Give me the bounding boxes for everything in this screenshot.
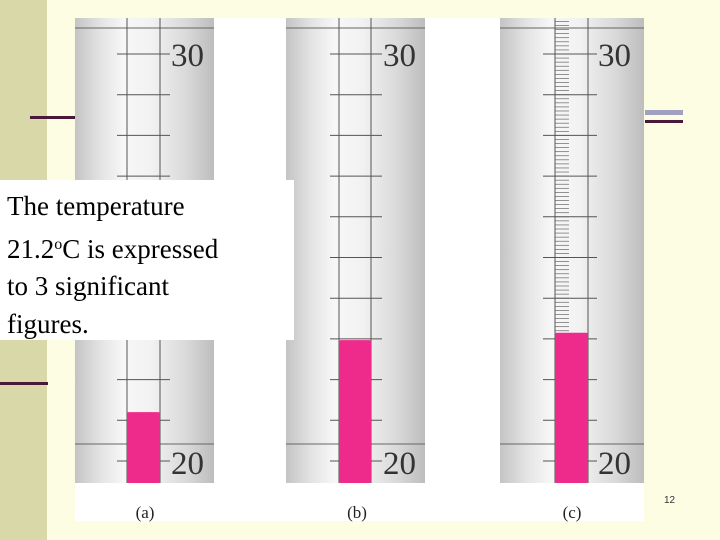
caption-c: (c) bbox=[562, 503, 582, 522]
slide-number: 12 bbox=[664, 495, 676, 506]
thermometer-b-label-20: 20 bbox=[383, 446, 416, 482]
thermometer-b-label-30: 30 bbox=[383, 38, 416, 74]
thermometer-c-liquid bbox=[555, 332, 588, 483]
callout-text: The temperature 21.2oC is expressed to 3… bbox=[0, 180, 294, 343]
thermometer-a-label-30: 30 bbox=[171, 38, 204, 74]
thermometer-b-liquid bbox=[339, 340, 371, 483]
decorative-line-bottom-left bbox=[0, 382, 48, 385]
callout-box: The temperature 21.2oC is expressed to 3… bbox=[0, 180, 294, 340]
thermometer-a-liquid bbox=[127, 412, 160, 483]
callout-line-3: to 3 significant bbox=[7, 271, 169, 301]
decorative-line-top-left bbox=[30, 116, 78, 119]
thermometer-figure: 30 20 30 20 30 20 (a) (b) (c) bbox=[75, 18, 644, 522]
caption-b: (b) bbox=[347, 503, 367, 522]
thermometer-c-graphic bbox=[500, 18, 644, 483]
callout-line-2-rest: C is expressed bbox=[62, 233, 219, 264]
callout-line-1: The temperature bbox=[7, 191, 185, 221]
callout-value: 21.2 bbox=[7, 233, 55, 264]
caption-a: (a) bbox=[135, 503, 155, 522]
degree-superscript: o bbox=[54, 235, 63, 253]
thermometer-c-label-20: 20 bbox=[598, 446, 631, 482]
thermometer-c: 30 20 bbox=[500, 18, 644, 483]
thermometer-c-label-30: 30 bbox=[598, 38, 631, 74]
thermometer-b-graphic bbox=[286, 18, 425, 483]
decorative-bar-right-grey bbox=[645, 110, 683, 115]
callout-line-4: figures. bbox=[7, 308, 89, 339]
thermometer-a-label-20: 20 bbox=[171, 446, 204, 482]
thermometer-b: 30 20 bbox=[286, 18, 425, 483]
decorative-line-right bbox=[645, 120, 683, 123]
